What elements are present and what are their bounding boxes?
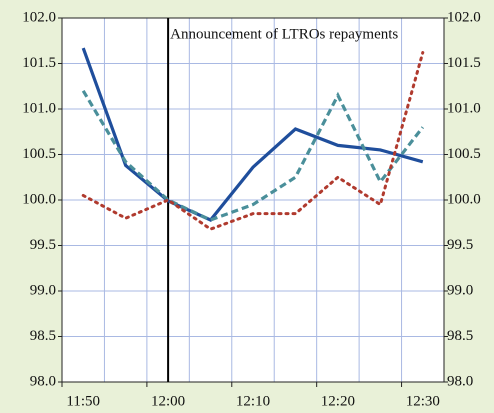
series-line xyxy=(81,51,425,231)
annotation-text: Announcement of LTROs repayments xyxy=(170,26,398,42)
y2-tick-label: 102.0 xyxy=(447,9,481,25)
x-tick-label: 12:20 xyxy=(321,393,355,409)
x-tick-label: 12:00 xyxy=(151,393,185,409)
series-line xyxy=(81,89,425,222)
y2-tick-label: 99.5 xyxy=(447,237,473,253)
x-tick-label: 11:50 xyxy=(66,393,100,409)
y-tick-label: 102.0 xyxy=(22,9,56,25)
y2-tick-label: 100.0 xyxy=(447,191,481,207)
y2-tick-label: 101.0 xyxy=(447,100,481,116)
y-tick-label: 99.5 xyxy=(30,237,56,253)
y-tick-label: 100.0 xyxy=(22,191,56,207)
y-tick-label: 98.5 xyxy=(30,328,56,344)
x-tick-label: 12:30 xyxy=(406,393,440,409)
y-tick-label: 98.0 xyxy=(30,373,56,389)
y2-tick-label: 99.0 xyxy=(447,282,473,298)
y-tick-label: 101.0 xyxy=(22,100,56,116)
y-tick-label: 100.5 xyxy=(22,146,56,162)
x-tick-label: 12:10 xyxy=(236,393,270,409)
y-tick-label: 99.0 xyxy=(30,282,56,298)
plot-border xyxy=(61,17,445,383)
y2-tick-label: 98.0 xyxy=(447,373,473,389)
y-tick-label: 101.5 xyxy=(22,55,56,71)
series-line xyxy=(81,47,424,222)
y2-tick-label: 100.5 xyxy=(447,146,481,162)
y2-tick-label: 101.5 xyxy=(447,55,481,71)
y2-tick-label: 98.5 xyxy=(447,328,473,344)
